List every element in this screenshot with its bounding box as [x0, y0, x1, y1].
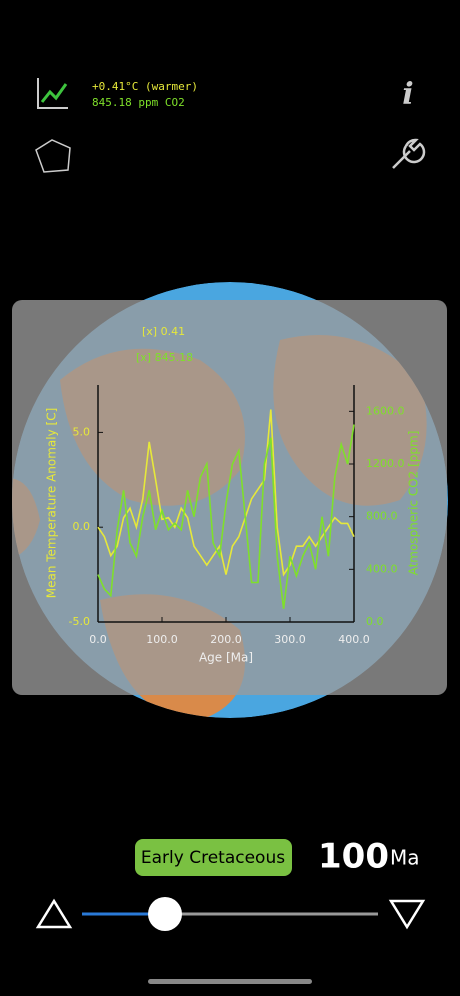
chart-icon[interactable] [37, 78, 68, 109]
x-tick-label: 400.0 [338, 633, 370, 646]
co2-readout: 845.18 ppm CO2 [92, 96, 185, 109]
y-tick-label: -5.0 [69, 615, 90, 628]
x-tick-label: 300.0 [274, 633, 306, 646]
y2-tick-label: 400.0 [366, 562, 398, 575]
period-badge [135, 839, 292, 876]
temperature-readout: +0.41°C (warmer) [92, 80, 198, 93]
x-axis-title: Age [Ma] [199, 651, 253, 665]
select-icon[interactable] [35, 139, 71, 173]
settings-icon[interactable] [392, 138, 426, 169]
y2-tick-label: 0.0 [366, 615, 384, 628]
y-tick-label: 5.0 [73, 425, 91, 438]
x-tick-label: 200.0 [210, 633, 242, 646]
age-value: 100 [318, 837, 389, 877]
series-line [97, 409, 355, 577]
y2-tick-label: 1200.0 [366, 457, 405, 470]
age-unit: Ma [390, 846, 420, 870]
x-tick-label: 100.0 [146, 633, 178, 646]
y-tick-label: 0.0 [73, 520, 91, 533]
chart: 0.0 100.0 200.0 300.0 400.0 -5.0 0.0 5.0 0.0 400.… [45, 325, 421, 665]
x-tick-label: 0.0 [89, 633, 107, 646]
slider-thumb[interactable] [148, 897, 182, 931]
series-line [97, 424, 355, 609]
y2-tick-label: 1600.0 [366, 404, 405, 417]
step-down-button[interactable] [388, 899, 426, 930]
step-up-button[interactable] [35, 898, 73, 929]
y2-axis-title: Atmospheric CO2 [ppm] [407, 431, 421, 576]
temperature-annotation: [x] 0.41 [142, 325, 185, 338]
y2-tick-label: 800.0 [366, 510, 398, 523]
co2-annotation: [x] 845.18 [136, 351, 193, 364]
info-button[interactable]: i [402, 77, 413, 112]
home-indicator [148, 979, 312, 984]
period-label: Early Cretaceous [141, 848, 285, 868]
chart-panel [12, 300, 447, 695]
y-axis-title: Mean Temperature Anomaly [C] [45, 408, 59, 599]
